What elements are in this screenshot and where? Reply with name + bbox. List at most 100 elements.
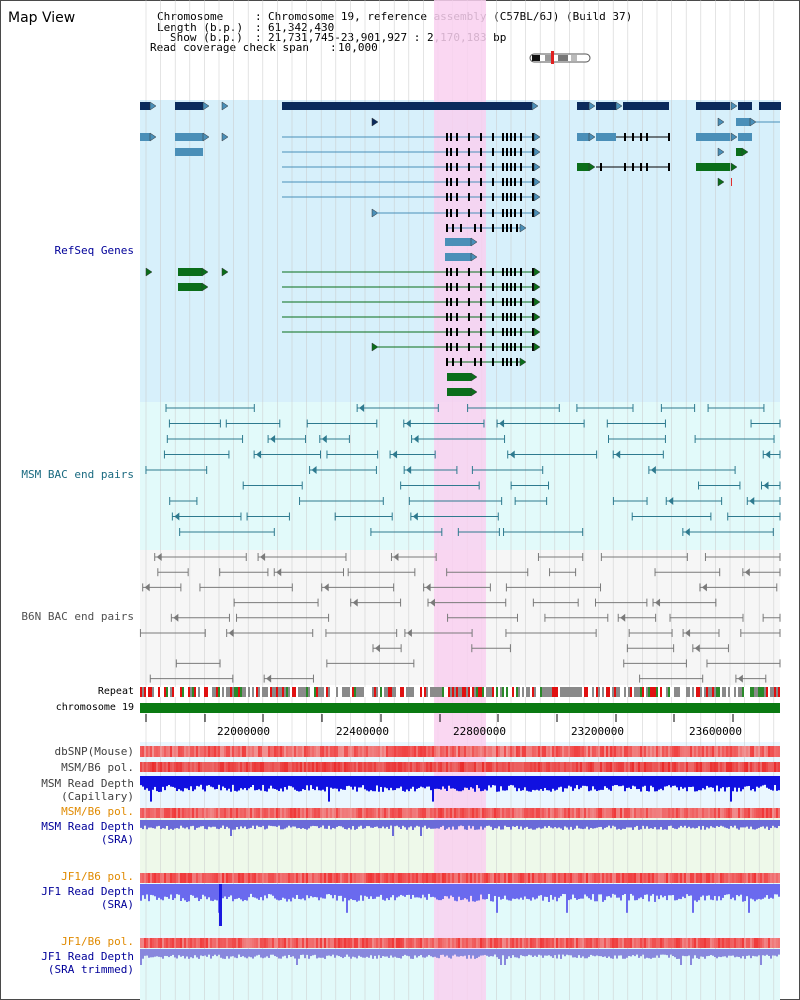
heat-cell bbox=[564, 808, 566, 818]
repeat-segment bbox=[344, 687, 346, 697]
repeat-segment bbox=[734, 687, 736, 697]
track-label-jf1-b6-pol-2[interactable]: JF1/B6 pol. bbox=[61, 935, 134, 948]
repeat-segment bbox=[416, 687, 418, 697]
exon-mark bbox=[446, 163, 448, 171]
heat-cell bbox=[738, 762, 740, 772]
depth-bar bbox=[510, 949, 512, 959]
heat-cell bbox=[776, 938, 778, 948]
heat-cell bbox=[470, 746, 472, 757]
track-label-dbsnp[interactable]: dbSNP(Mouse) bbox=[54, 745, 134, 758]
depth-bar bbox=[186, 776, 188, 789]
heat-cell bbox=[208, 808, 210, 818]
depth-bar bbox=[166, 820, 168, 826]
track-label-jf1-depth-trim-1[interactable]: JF1 Read Depth bbox=[41, 950, 134, 963]
depth-bar bbox=[524, 949, 526, 957]
heat-cell bbox=[458, 762, 460, 772]
track-label-jf1-b6-pol-1[interactable]: JF1/B6 pol. bbox=[61, 870, 134, 883]
depth-bar bbox=[282, 820, 284, 830]
track-label-msm-depth-sra-1[interactable]: MSM Read Depth bbox=[41, 820, 134, 833]
depth-bar bbox=[468, 884, 470, 902]
track-label-msm-depth-cap-1[interactable]: MSM Read Depth bbox=[41, 777, 134, 790]
depth-bar bbox=[392, 949, 394, 958]
depth-bar bbox=[774, 820, 776, 828]
heat-cell bbox=[456, 808, 458, 818]
heat-cell bbox=[460, 808, 462, 818]
depth-bar bbox=[476, 776, 478, 786]
track-label-repeat[interactable]: Repeat bbox=[97, 686, 134, 697]
repeat-segment bbox=[618, 687, 620, 697]
heat-cell bbox=[598, 938, 600, 948]
track-label-jf1-depth-sra-1[interactable]: JF1 Read Depth bbox=[41, 885, 134, 898]
track-label-chromosome[interactable]: chromosome 19 bbox=[55, 702, 134, 713]
heat-cell bbox=[500, 746, 502, 757]
heat-cell bbox=[574, 808, 576, 818]
track-label-msm-b6-pol-1[interactable]: MSM/B6 pol. bbox=[61, 761, 134, 774]
repeat-segment bbox=[642, 687, 644, 697]
depth-bar bbox=[622, 884, 624, 896]
depth-bar bbox=[494, 820, 496, 829]
depth-bar bbox=[440, 776, 442, 790]
depth-bar bbox=[364, 820, 366, 829]
heat-cell bbox=[400, 873, 402, 883]
heat-cell bbox=[672, 938, 674, 948]
depth-bar bbox=[554, 776, 556, 791]
heat-cell bbox=[456, 746, 458, 757]
heat-cell bbox=[378, 762, 380, 772]
heat-cell bbox=[164, 938, 166, 948]
depth-bar bbox=[184, 884, 186, 901]
repeat-segment bbox=[714, 687, 716, 697]
depth-bar bbox=[164, 884, 166, 897]
heat-cell bbox=[204, 762, 206, 772]
heat-cell bbox=[618, 762, 620, 772]
depth-bar bbox=[510, 820, 512, 830]
track-label-jf1-depth-sra-2: (SRA) bbox=[100, 898, 134, 911]
heat-cell bbox=[248, 873, 250, 883]
heat-cell bbox=[210, 938, 212, 948]
heat-cell bbox=[436, 938, 438, 948]
depth-bar bbox=[696, 949, 698, 959]
heat-cell bbox=[654, 808, 656, 818]
heat-cell bbox=[718, 746, 720, 757]
heat-cell bbox=[304, 746, 306, 757]
track-label-msm-bac[interactable]: MSM BAC end pairs bbox=[21, 468, 134, 481]
depth-bar bbox=[282, 884, 284, 898]
repeat-segment bbox=[360, 687, 362, 697]
depth-bar bbox=[740, 776, 742, 792]
depth-bar bbox=[312, 949, 314, 956]
depth-bar bbox=[678, 884, 680, 899]
depth-bar bbox=[436, 949, 438, 958]
heat-cell bbox=[162, 873, 164, 883]
heat-cell bbox=[522, 762, 524, 772]
track-label-msm-b6-pol-2[interactable]: MSM/B6 pol. bbox=[61, 805, 134, 818]
heat-cell bbox=[494, 746, 496, 757]
heat-cell bbox=[708, 808, 710, 818]
heat-cell bbox=[484, 938, 486, 948]
heat-cell bbox=[444, 808, 446, 818]
heat-cell bbox=[300, 762, 302, 772]
heat-cell bbox=[704, 746, 706, 757]
depth-bar bbox=[428, 820, 430, 828]
heat-cell bbox=[236, 873, 238, 883]
depth-bar bbox=[406, 776, 408, 790]
heat-cell bbox=[182, 746, 184, 757]
heat-cell bbox=[492, 746, 494, 757]
heat-cell bbox=[144, 762, 146, 772]
repeat-segment bbox=[396, 687, 398, 697]
depth-bar bbox=[470, 776, 472, 788]
repeat-segment bbox=[506, 687, 508, 697]
heat-cell bbox=[278, 873, 280, 883]
depth-bar bbox=[692, 776, 694, 787]
exon-mark bbox=[446, 133, 448, 141]
depth-bar bbox=[240, 776, 242, 789]
heat-cell bbox=[324, 938, 326, 948]
track-label-refseq[interactable]: RefSeq Genes bbox=[54, 244, 134, 257]
heat-cell bbox=[180, 808, 182, 818]
heat-cell bbox=[348, 746, 350, 757]
heat-cell bbox=[162, 746, 164, 757]
heat-cell bbox=[572, 808, 574, 818]
depth-bar bbox=[276, 776, 278, 790]
heat-cell bbox=[636, 762, 638, 772]
depth-bar bbox=[600, 820, 602, 827]
track-label-b6n-bac[interactable]: B6N BAC end pairs bbox=[21, 610, 134, 623]
